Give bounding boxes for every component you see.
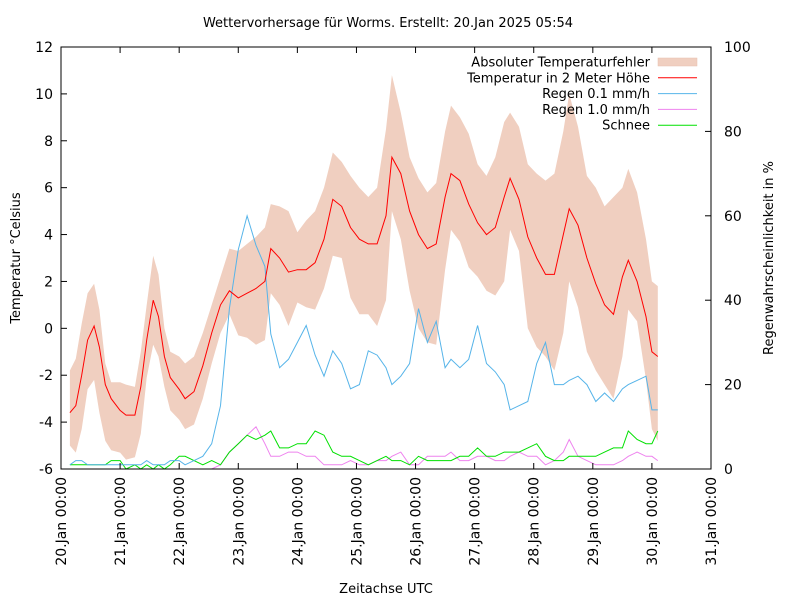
legend-label: Temperatur in 2 Meter Höhe (466, 71, 650, 86)
y2-tick-label: 40 (724, 293, 742, 309)
y-tick-label: 4 (44, 228, 53, 244)
y-axis-right: 0 20 40 60 80 100 (705, 40, 751, 478)
y-tick-label: -4 (39, 415, 53, 431)
temperature-error-band (69, 75, 658, 460)
x-tick-label: 26.Jan 00:00 (409, 477, 425, 566)
legend-item-temperature-error: Absoluter Temperaturfehler (471, 56, 698, 71)
y-axis-title: Temperatur °Celsius (9, 192, 24, 325)
x-axis-title: Zeitachse UTC (339, 582, 433, 597)
y-tick-label: 12 (35, 40, 53, 56)
x-tick-label: 21.Jan 00:00 (113, 477, 129, 566)
chart-title: Wettervorhersage für Worms. Erstellt: 20… (203, 16, 573, 31)
legend-item-rain-0-1: Regen 0.1 mm/h (542, 87, 697, 102)
y2-axis-title: Regenwahrscheinlichkeit in % (762, 161, 777, 355)
x-tick-label: 31.Jan 00:00 (704, 477, 720, 566)
y-tick-label: -6 (39, 462, 53, 478)
y-axis-left: -6 -4 -2 0 2 4 6 8 10 12 (35, 40, 67, 478)
y2-tick-label: 0 (724, 462, 733, 478)
y-tick-label: 10 (35, 87, 53, 103)
x-tick-label: 25.Jan 00:00 (349, 477, 365, 566)
x-tick-label: 23.Jan 00:00 (231, 477, 247, 566)
temperature-line (69, 155, 659, 416)
x-tick-label: 27.Jan 00:00 (468, 477, 484, 566)
y-tick-label: 2 (44, 274, 53, 290)
x-axis: 20.Jan 00:00 21.Jan 00:00 22.Jan 00:00 23.J… (54, 47, 720, 566)
y-tick-label: -2 (39, 368, 53, 384)
y2-tick-label: 60 (724, 209, 742, 225)
legend-label: Schnee (602, 119, 650, 134)
y2-tick-label: 20 (724, 378, 742, 394)
legend-item-rain-1-0: Regen 1.0 mm/h (542, 103, 697, 118)
x-tick-label: 29.Jan 00:00 (586, 477, 602, 566)
x-tick-label: 30.Jan 00:00 (645, 477, 661, 566)
legend-label: Absoluter Temperaturfehler (471, 56, 650, 71)
x-tick-label: 20.Jan 00:00 (54, 477, 70, 566)
legend-label: Regen 0.1 mm/h (542, 87, 650, 102)
snow-line (69, 430, 659, 470)
y2-tick-label: 100 (724, 40, 751, 56)
x-tick-label: 28.Jan 00:00 (527, 477, 543, 566)
legend-item-snow: Schnee (602, 119, 697, 134)
y-tick-label: 6 (44, 181, 53, 197)
plot-frame (60, 46, 712, 470)
x-tick-label: 22.Jan 00:00 (172, 477, 188, 566)
y-tick-label: 8 (44, 134, 53, 150)
y-tick-label: 0 (44, 321, 53, 337)
legend-swatch (657, 57, 698, 67)
legend-item-temperature: Temperatur in 2 Meter Höhe (466, 71, 697, 86)
plot-area (69, 75, 659, 470)
y2-tick-label: 80 (724, 124, 742, 140)
legend-label: Regen 1.0 mm/h (542, 103, 650, 118)
rain-0-1-line (69, 213, 658, 466)
x-tick-label: 24.Jan 00:00 (290, 477, 306, 566)
